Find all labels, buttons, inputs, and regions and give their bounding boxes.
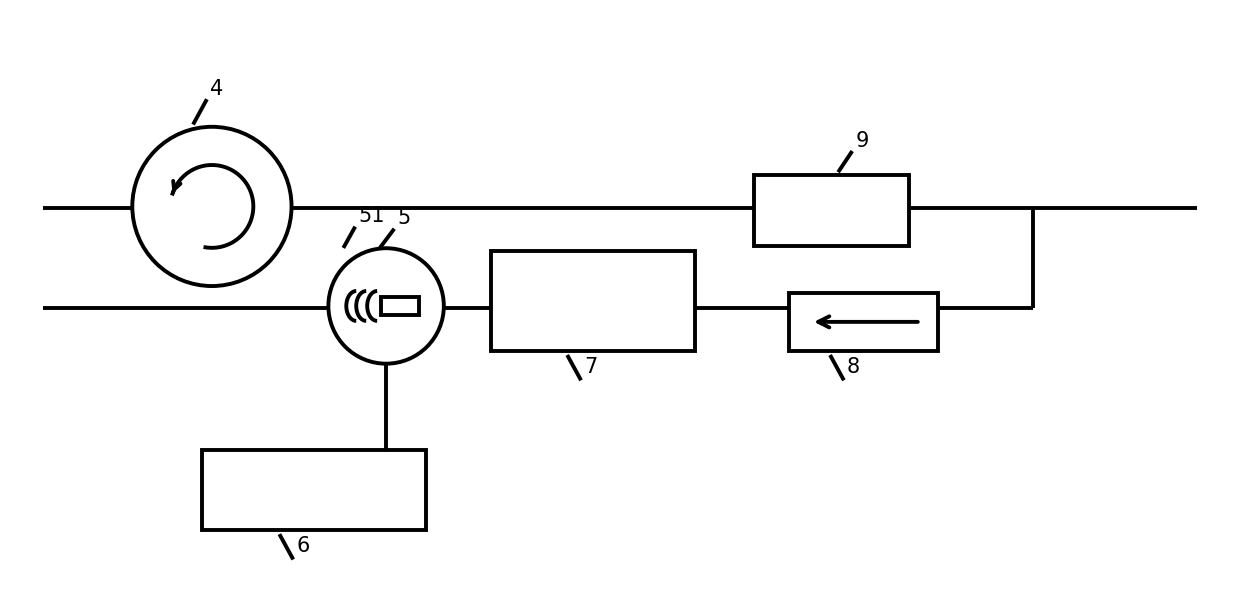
Bar bbox=[382, 297, 419, 315]
Bar bbox=[755, 174, 908, 246]
Text: 4: 4 bbox=[209, 79, 223, 99]
Text: 8: 8 bbox=[847, 356, 860, 376]
Bar bbox=[789, 293, 938, 350]
Text: 5: 5 bbox=[396, 208, 410, 228]
Text: 6: 6 bbox=[296, 536, 310, 556]
Bar bbox=[491, 251, 695, 350]
Circle shape bbox=[133, 127, 291, 286]
Text: 51: 51 bbox=[358, 206, 385, 226]
Text: 9: 9 bbox=[855, 131, 869, 151]
Text: 7: 7 bbox=[584, 356, 597, 376]
Circle shape bbox=[328, 248, 444, 363]
Bar bbox=[202, 450, 426, 530]
